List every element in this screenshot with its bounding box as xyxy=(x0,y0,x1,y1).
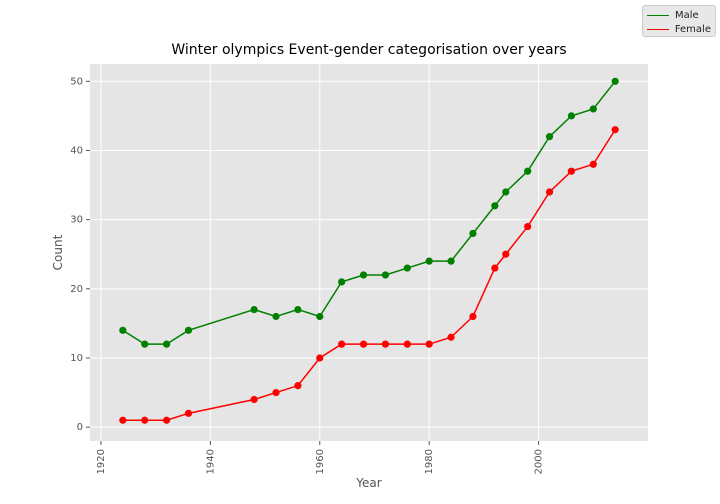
legend-swatch-male xyxy=(647,14,669,16)
data-point-male xyxy=(338,278,346,286)
legend-label-female: Female xyxy=(674,23,711,35)
y-tick-label: 40 xyxy=(70,145,83,156)
series-male xyxy=(119,77,619,348)
data-point-male xyxy=(250,305,258,314)
y-tick-label: 10 xyxy=(70,353,83,364)
x-tick-label: 1960 xyxy=(315,449,326,474)
data-point-female xyxy=(359,340,368,348)
data-point-male xyxy=(589,105,597,113)
data-point-male xyxy=(162,340,171,348)
series-layer xyxy=(119,77,619,424)
data-point-male xyxy=(403,264,411,272)
series-female xyxy=(119,126,619,424)
data-point-female xyxy=(425,340,433,348)
data-point-male xyxy=(567,112,576,120)
data-point-male xyxy=(184,326,193,334)
series-line-male xyxy=(122,80,616,345)
data-point-female xyxy=(469,312,477,321)
legend-item-male: Male xyxy=(647,8,711,22)
data-point-male xyxy=(425,257,433,265)
plot-area xyxy=(90,64,648,441)
data-point-male xyxy=(359,271,368,279)
data-point-male xyxy=(447,257,455,265)
legend-item-female: Female xyxy=(647,22,711,36)
data-point-female xyxy=(294,382,302,390)
data-point-male xyxy=(119,326,127,334)
data-point-male xyxy=(381,271,390,279)
data-point-female xyxy=(545,188,554,196)
data-point-male xyxy=(524,167,532,175)
y-tick-label: 20 xyxy=(70,284,83,295)
data-point-female xyxy=(589,160,597,168)
data-point-female xyxy=(403,340,411,348)
x-tick-label: 1980 xyxy=(424,449,435,474)
data-point-male xyxy=(316,312,324,321)
legend-swatch-female xyxy=(647,28,669,30)
x-tick-label: 1920 xyxy=(96,449,107,474)
data-point-female xyxy=(611,126,619,134)
data-point-male xyxy=(294,305,302,314)
data-point-female xyxy=(447,333,455,341)
data-point-female xyxy=(502,250,510,258)
data-point-female xyxy=(381,340,390,348)
data-point-female xyxy=(316,354,324,362)
y-tick-label: 0 xyxy=(77,422,83,433)
data-point-male xyxy=(611,77,619,85)
data-point-female xyxy=(119,416,127,424)
axes: 1920 1940 1960 1980 2000 0 10 20 30 40 50 xyxy=(70,76,544,474)
x-tick-label: 1940 xyxy=(205,449,216,474)
data-point-female xyxy=(141,416,149,424)
data-point-female xyxy=(272,388,280,397)
data-point-female xyxy=(338,340,346,348)
data-point-male xyxy=(141,340,149,348)
legend: Male Female xyxy=(642,5,716,37)
data-point-male xyxy=(469,229,477,238)
data-point-female xyxy=(250,395,258,404)
data-point-female xyxy=(162,416,171,424)
data-point-female xyxy=(524,222,532,231)
data-point-female xyxy=(184,409,193,417)
data-point-male xyxy=(545,133,554,141)
legend-label-male: Male xyxy=(675,9,699,21)
x-axis-label: Year xyxy=(355,476,381,490)
y-axis-label: Count xyxy=(51,234,65,270)
gridlines xyxy=(90,64,648,441)
data-point-female xyxy=(491,264,499,272)
x-tick-label: 2000 xyxy=(534,449,545,474)
data-point-male xyxy=(272,312,280,321)
data-point-female xyxy=(567,167,576,175)
y-tick-label: 30 xyxy=(70,215,83,226)
series-line-female xyxy=(122,129,616,421)
data-point-male xyxy=(502,188,510,196)
y-tick-label: 50 xyxy=(70,76,83,87)
chart-title: Winter olympics Event-gender categorisat… xyxy=(171,42,566,58)
data-point-male xyxy=(491,202,499,210)
